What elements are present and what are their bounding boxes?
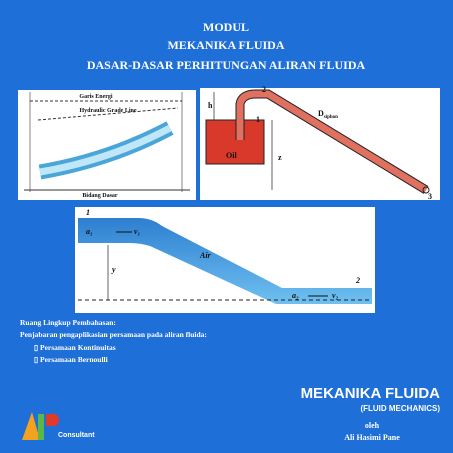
- label: a₂: [292, 291, 299, 300]
- label: 2: [355, 276, 360, 285]
- logo-shape: [38, 414, 44, 440]
- logo-shape: [46, 414, 59, 426]
- label: Dsiphon: [318, 109, 338, 120]
- scope-item: ▯ Persamaan Bernoulli: [34, 355, 108, 364]
- pipe: [236, 90, 428, 193]
- outlet: [422, 186, 430, 194]
- water: [78, 218, 372, 304]
- label: a₁: [86, 227, 93, 236]
- label: Bidang Dasar: [82, 193, 118, 199]
- header-line: MEKANIKA FLUIDA: [167, 38, 284, 52]
- label: 1: [86, 208, 90, 217]
- label: v₂: [332, 291, 339, 300]
- logo: Consultant: [22, 412, 95, 440]
- book-subtitle: (FLUID MECHANICS): [360, 404, 440, 413]
- header-line: MODUL: [203, 20, 249, 34]
- label: y: [111, 265, 116, 274]
- label: Garis Energi: [79, 94, 112, 100]
- hgl-line: [37, 107, 179, 121]
- figure-siphon: h 1 2 Dsiphon Oil z 3: [200, 85, 440, 201]
- label: Oil: [226, 151, 237, 160]
- label: 1: [256, 115, 260, 124]
- label: Hydraulic Grade Line: [80, 108, 137, 114]
- pipe-highlight: [39, 124, 172, 176]
- scope-intro: Penjabaran pengaplikasian persamaan pada…: [20, 330, 207, 339]
- figure-box: [18, 90, 196, 200]
- header-line: DASAR-DASAR PERHITUNGAN ALIRAN FLUIDA: [87, 58, 366, 72]
- label: h: [208, 101, 213, 110]
- label: Air: [199, 251, 212, 260]
- figure-channel: 1 a₁ v₁ Air y 2 a₂ v₂: [75, 207, 375, 313]
- scope-title: Ruang Lingkup Pembahasan:: [20, 318, 116, 327]
- scope-item: ▯ Persamaan Kontinuitas: [34, 343, 116, 352]
- label: v₁: [134, 227, 140, 236]
- label: 2: [262, 85, 266, 94]
- figure-energy-line: Garis Energi Hydraulic Grade Line Bidang…: [18, 90, 196, 200]
- label: z: [278, 153, 282, 162]
- logo-shape: [22, 412, 40, 440]
- book-title: MEKANIKA FLUIDA: [301, 385, 441, 402]
- oil-tank: [205, 119, 265, 165]
- label: 3: [428, 192, 432, 201]
- logo-text: Consultant: [58, 432, 95, 439]
- author: Ali Hasimi Pane: [344, 433, 400, 442]
- by: oleh: [365, 421, 380, 430]
